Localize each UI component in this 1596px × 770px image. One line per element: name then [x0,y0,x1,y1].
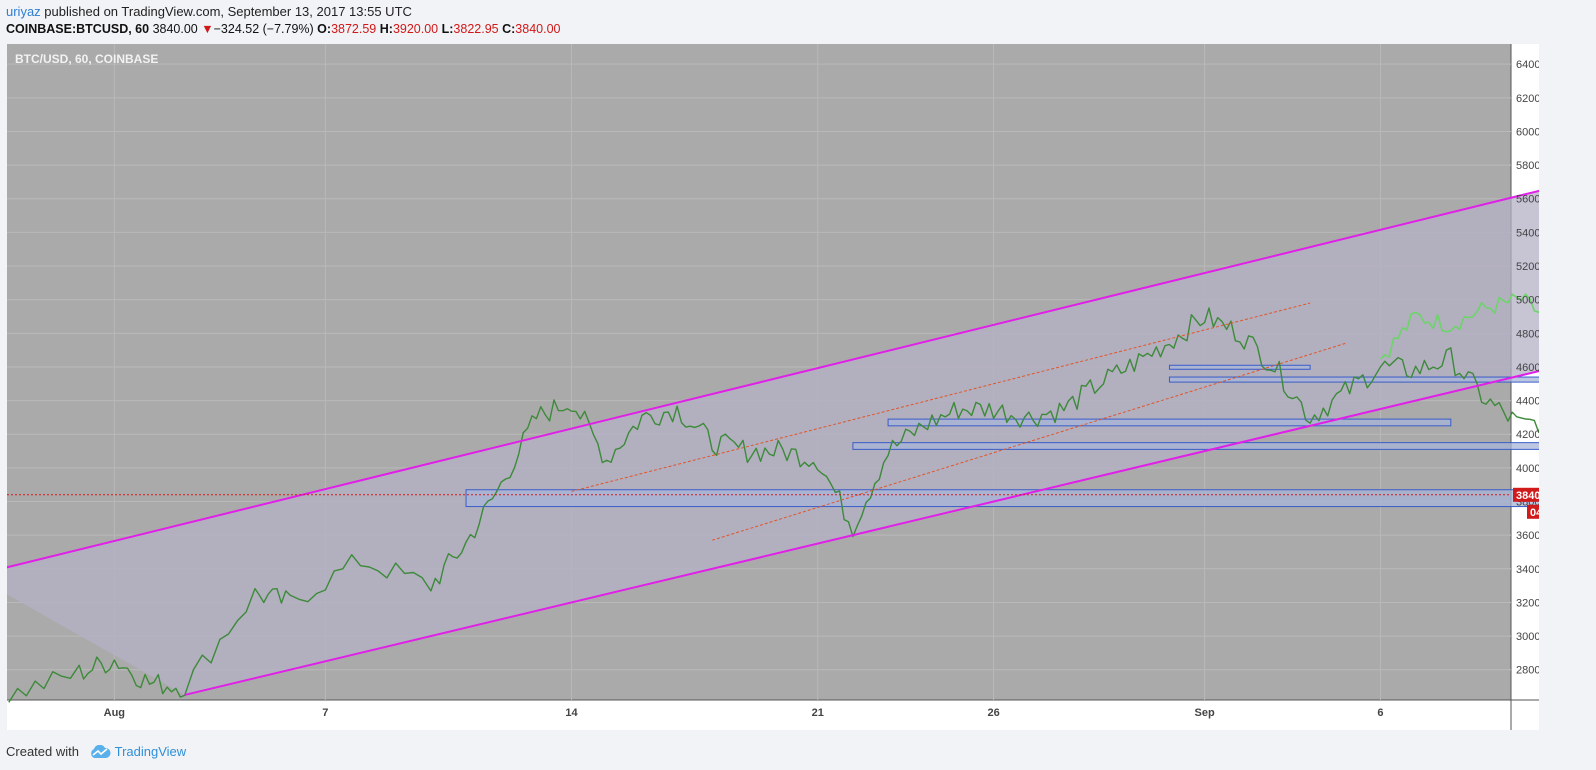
y-tick-label: 3400.00 [1516,564,1539,576]
author-link[interactable]: uriyaz [6,4,41,19]
created-with-text: Created with [6,744,79,759]
last-price-label: 3840.00 [1516,490,1539,502]
channel-fill [0,176,1596,695]
y-tick-label: 4600.00 [1516,362,1539,374]
x-tick-label: 6 [1377,707,1383,719]
y-tick-label: 2800.00 [1516,665,1539,677]
price-series [8,307,1596,703]
open-value: 3872.59 [331,22,377,36]
price-chart[interactable]: BTC/USD, 60, COINBASE 2800.00 3000.00 3200.… [0,44,1596,730]
y-tick-label: 6400.00 [1516,59,1539,71]
chart-title: BTC/USD, 60, COINBASE [15,52,158,66]
support-zone [887,418,1452,427]
y-tick-label: 5000.00 [1516,295,1539,307]
bullish-projection-series-line [1379,278,1596,360]
channel-upper-line [0,175,1596,571]
y-tick-label: 5200.00 [1516,261,1539,273]
low-value: 3822.95 [453,22,499,36]
down-arrow-icon: ▼ [201,22,214,36]
x-tick-label: 21 [812,707,824,719]
support-zone [465,489,1596,508]
countdown-label: 04:15 [1530,507,1539,519]
support-zone [852,442,1596,450]
tradingview-cloud-icon [89,744,111,762]
y-tick-label: 4000.00 [1516,463,1539,475]
price-series-line [8,307,1596,703]
tradingview-link[interactable]: TradingView [114,744,187,759]
high-label: H: [379,22,393,36]
y-tick-label: 6000.00 [1516,126,1539,138]
x-tick-label: 26 [987,707,999,719]
x-tick-label: 14 [565,707,578,719]
inner-channel-lower [712,342,1346,541]
open-label: O: [317,22,332,36]
change-text: −324.52 (−7.79%) [213,22,314,36]
x-tick-label: Sep [1195,707,1215,719]
y-tick-label: 5400.00 [1516,227,1539,239]
y-tick-label: 4200.00 [1516,429,1539,441]
ohlc-line: COINBASE:BTCUSD, 60 3840.00 ▼−324.52 (−7… [6,22,560,36]
chart-area[interactable]: BTC/USD, 60, COINBASE 2800.00 3000.00 3200.… [0,44,1596,730]
last-price-text: 3840.00 [152,22,198,36]
publish-line: uriyaz published on TradingView.com, Sep… [6,4,412,19]
x-tick-label: 7 [322,707,328,719]
publish-info: published on TradingView.com, September … [40,4,412,19]
y-tick-label: 5800.00 [1516,160,1539,172]
y-tick-label: 3200.00 [1516,597,1539,609]
y-tick-label: 3600.00 [1516,530,1539,542]
chart-header: uriyaz published on TradingView.com, Sep… [0,0,1596,42]
symbol-label: COINBASE:BTCUSD, 60 [6,22,150,36]
close-label: C: [502,22,516,36]
y-tick-label: 5600.00 [1516,194,1539,206]
low-label: L: [441,22,454,36]
footer: Created with TradingView [6,744,186,762]
bullish-projection-series [1379,278,1596,360]
y-tick-label: 3000.00 [1516,631,1539,643]
channel-lower-line [184,356,1596,696]
support-zone [1168,364,1311,370]
x-tick-label: Aug [104,707,125,719]
y-tick-label: 4800.00 [1516,328,1539,340]
y-tick-label: 6200.00 [1516,93,1539,105]
high-value: 3920.00 [392,22,439,36]
y-tick-label: 4400.00 [1516,396,1539,408]
inner-channel-upper [571,302,1311,492]
close-value: 3840.00 [515,22,561,36]
